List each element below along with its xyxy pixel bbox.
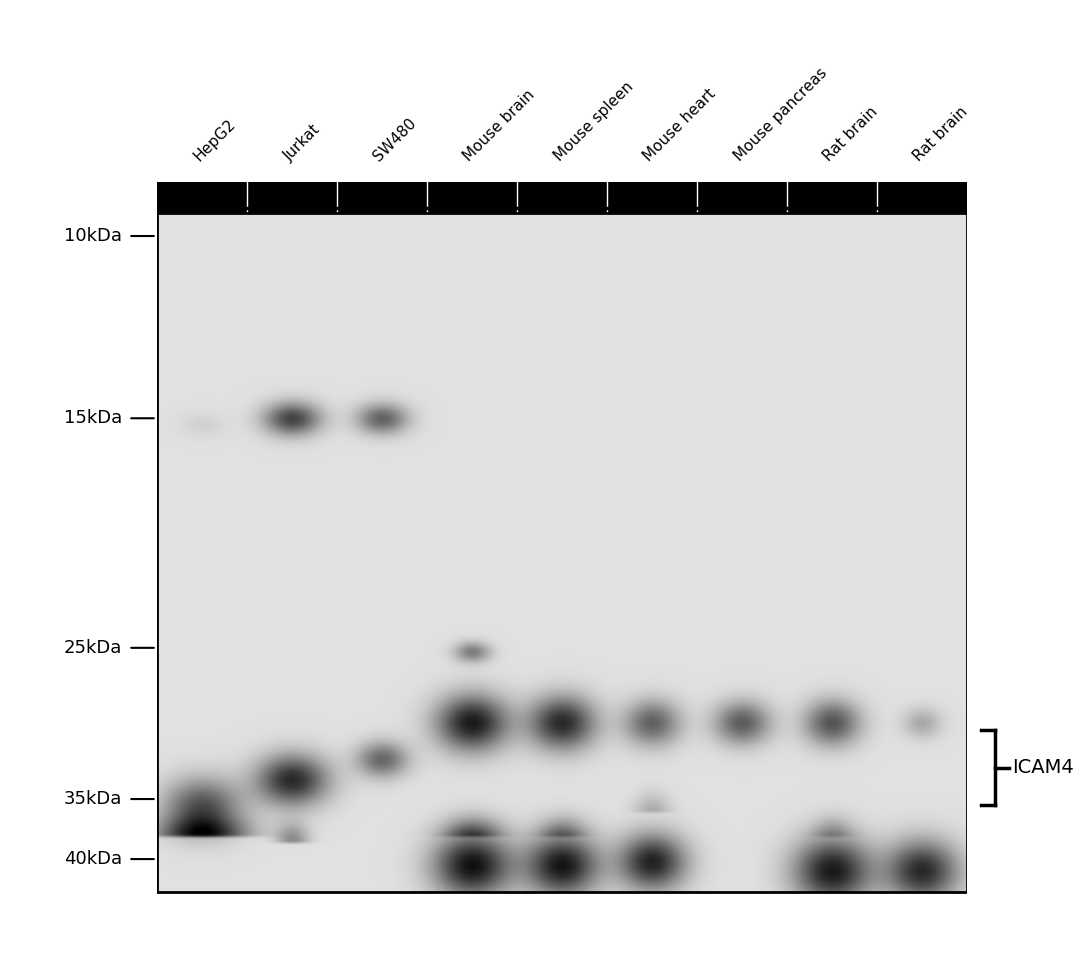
Bar (157, 183, 967, 213)
Text: Rat brain: Rat brain (912, 103, 971, 164)
Text: Mouse brain: Mouse brain (461, 87, 538, 164)
Text: Mouse spleen: Mouse spleen (551, 78, 636, 164)
Text: 40kDa: 40kDa (64, 850, 122, 868)
Text: Mouse heart: Mouse heart (642, 85, 719, 164)
Text: 10kDa: 10kDa (64, 227, 122, 245)
Text: SW480: SW480 (372, 115, 420, 164)
Text: ICAM4: ICAM4 (1012, 758, 1074, 777)
Text: Mouse pancreas: Mouse pancreas (731, 65, 829, 164)
Text: Rat brain: Rat brain (821, 103, 881, 164)
Text: 35kDa: 35kDa (64, 790, 122, 808)
Text: 15kDa: 15kDa (64, 410, 122, 427)
Text: HepG2: HepG2 (191, 116, 239, 164)
Text: Jurkat: Jurkat (281, 122, 323, 164)
Text: 25kDa: 25kDa (64, 639, 122, 657)
